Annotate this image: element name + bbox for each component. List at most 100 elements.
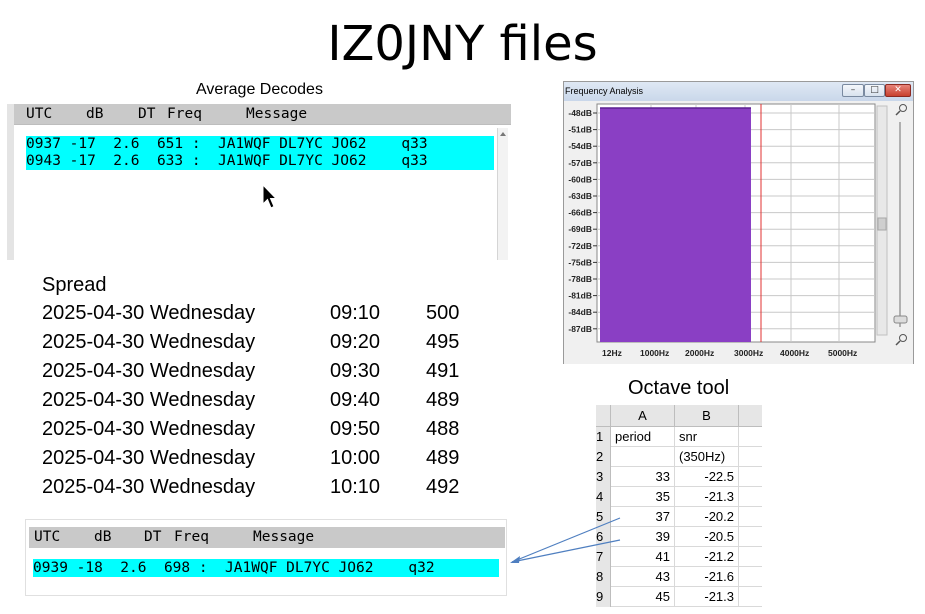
spread-date: 2025-04-30 Wednesday: [42, 331, 256, 353]
col-utc: UTC: [34, 529, 61, 545]
sheet-row-number[interactable]: 9: [596, 587, 611, 607]
x-tick-label: 3000Hz: [734, 348, 763, 358]
sheet-cell-a[interactable]: 43: [611, 567, 675, 587]
y-tick-label: -60dB: [568, 174, 592, 184]
spectrum-plot[interactable]: -48dB -51dB -54dB -57dB -60dB -63dB -66dB -69dB…: [564, 102, 913, 364]
sheet-cell-c[interactable]: [739, 467, 762, 487]
maximize-button[interactable]: □: [864, 84, 885, 97]
sheet-cell-a[interactable]: 39: [611, 527, 675, 547]
col-freq: Freq: [167, 106, 202, 122]
sheet-cell-c[interactable]: [739, 567, 762, 587]
sheet-cell-b[interactable]: [675, 447, 739, 467]
col-dt: DT: [144, 529, 162, 545]
spread-row: 2025-04-30 Wednesday 10:10 492: [42, 473, 482, 502]
x-tick-label: 5000Hz: [828, 348, 857, 358]
y-tick-label: -51dB: [568, 125, 592, 135]
sheet-row-number[interactable]: 4: [596, 487, 611, 507]
sheet-cell-c[interactable]: [739, 447, 762, 467]
sheet-cell-b[interactable]: -21.3: [675, 487, 739, 507]
spread-title: Spread: [42, 274, 107, 296]
spread-row: 2025-04-30 Wednesday 09:30 491: [42, 357, 482, 386]
mouse-pointer-icon: [262, 184, 278, 209]
sheet-cell-b[interactable]: -21.6: [675, 567, 739, 587]
col-message: Message: [253, 529, 315, 545]
window-title: Frequency Analysis: [565, 86, 644, 96]
sheet-col-a[interactable]: A: [611, 405, 675, 427]
spread-row: 2025-04-30 Wednesday 09:40 489: [42, 386, 482, 415]
spread-value: 495: [426, 331, 460, 353]
vertical-scrollbar[interactable]: [497, 128, 508, 260]
sheet-cell-a[interactable]: [611, 447, 675, 467]
sheet-cell-a[interactable]: 37: [611, 507, 675, 527]
sheet-cell-c[interactable]: [739, 507, 762, 527]
spread-row: 2025-04-30 Wednesday 10:00 489: [42, 444, 482, 473]
sheet-cell-c[interactable]: [739, 527, 762, 547]
zoom-in-icon[interactable]: [895, 104, 907, 116]
sheet-row: 8 43 -21.6: [596, 567, 762, 587]
y-tick-label: -66dB: [568, 208, 592, 218]
sheet-cell-a[interactable]: 45: [611, 587, 675, 607]
sheet-row-number[interactable]: 8: [596, 567, 611, 587]
sheet-col-b[interactable]: B: [675, 405, 739, 427]
sheet-cell-b[interactable]: snr (350Hz): [675, 427, 739, 464]
y-tick-label: -75dB: [568, 257, 592, 267]
y-tick-label: -57dB: [568, 158, 592, 168]
zoom-slider-thumb: [893, 315, 908, 324]
spread-time: 09:40: [330, 389, 381, 411]
close-button[interactable]: ✕: [885, 84, 911, 97]
spread-time: 09:20: [330, 331, 381, 353]
sheet-row-number[interactable]: 2: [596, 447, 611, 467]
zoom-out-icon[interactable]: [895, 334, 907, 346]
spread-value: 492: [426, 476, 460, 498]
sheet-cell-b[interactable]: -20.5: [675, 527, 739, 547]
y-tick-label: -84dB: [568, 307, 592, 317]
spread-time: 09:10: [330, 302, 381, 324]
sheet-cell-c[interactable]: [739, 587, 762, 607]
spread-date: 2025-04-30 Wednesday: [42, 447, 256, 469]
spread-row: 2025-04-30 Wednesday 09:10 500: [42, 299, 482, 328]
y-tick-label: -72dB: [568, 241, 592, 251]
spread-value: 489: [426, 389, 460, 411]
x-tick-label: 2000Hz: [685, 348, 714, 358]
sheet-row: 9 45 -21.3: [596, 587, 762, 607]
spread-date: 2025-04-30 Wednesday: [42, 476, 256, 498]
spread-date: 2025-04-30 Wednesday: [42, 302, 256, 324]
spread-date: 2025-04-30 Wednesday: [42, 360, 256, 382]
sheet-cell-a[interactable]: 35: [611, 487, 675, 507]
x-tick-label: 12Hz: [602, 348, 622, 358]
sheet-col-c[interactable]: [739, 405, 762, 427]
sheet-cell-b[interactable]: -21.2: [675, 547, 739, 567]
spread-value: 488: [426, 418, 460, 440]
sheet-row: 2: [596, 447, 762, 467]
col-db: dB: [94, 529, 112, 545]
y-tick-label: -69dB: [568, 224, 592, 234]
sheet-row-number[interactable]: 7: [596, 547, 611, 567]
average-decodes-caption: Average Decodes: [196, 81, 323, 98]
y-tick-label: -63dB: [568, 191, 592, 201]
sheet-cell-c[interactable]: [739, 547, 762, 567]
sheet-cell-c[interactable]: [739, 487, 762, 507]
window-titlebar[interactable]: [564, 82, 913, 101]
sheet-row: 7 41 -21.2: [596, 547, 762, 567]
col-utc: UTC: [26, 106, 53, 122]
sheet-row-number[interactable]: 1: [596, 427, 611, 447]
sheet-cell-a[interactable]: period: [611, 427, 675, 447]
sheet-cell-a[interactable]: 33: [611, 467, 675, 487]
decode-line[interactable]: 0937 -17 2.6 651 : JA1WQF DL7YC JO62 q33: [26, 136, 494, 153]
decode-line[interactable]: 0939 -18 2.6 698 : JA1WQF DL7YC JO62 q32: [33, 559, 499, 577]
minimize-button[interactable]: –: [842, 84, 864, 97]
sheet-cell-b[interactable]: -21.3: [675, 587, 739, 607]
decode-line[interactable]: 0943 -17 2.6 633 : JA1WQF DL7YC JO62 q33: [26, 153, 494, 170]
sheet-row-number[interactable]: 5: [596, 507, 611, 527]
octave-tool-title: Octave tool: [628, 377, 730, 399]
sheet-cell-b[interactable]: -22.5: [675, 467, 739, 487]
slide-title: IZ0JNY files: [327, 16, 598, 72]
sheet-cell-c[interactable]: [739, 427, 762, 447]
spread-date: 2025-04-30 Wednesday: [42, 418, 256, 440]
sheet-corner[interactable]: [596, 405, 611, 427]
sheet-cell-b[interactable]: -20.2: [675, 507, 739, 527]
decode-column-header: UTC dB DT Freq Message: [29, 527, 505, 548]
col-freq: Freq: [174, 529, 209, 545]
sheet-cell-a[interactable]: 41: [611, 547, 675, 567]
sheet-row-number[interactable]: 3: [596, 467, 611, 487]
